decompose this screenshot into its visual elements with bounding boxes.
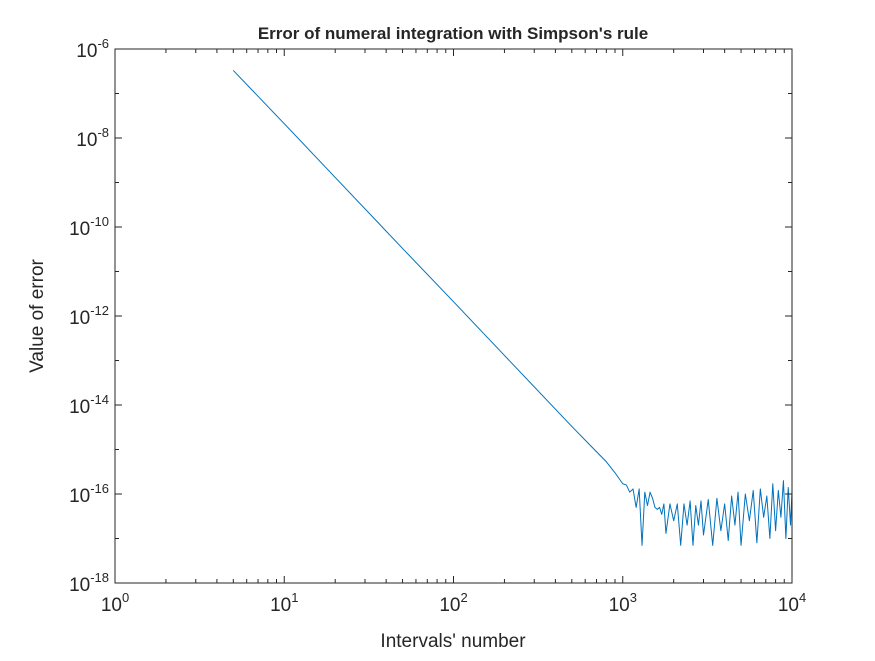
series-line-0 (232, 70, 793, 546)
x-axis-label: Intervals' number (380, 631, 526, 652)
y-tick-label: 10-10 (69, 214, 109, 240)
x-tick-label: 100 (101, 590, 129, 616)
y-tick-label: 10-12 (69, 303, 109, 329)
x-tick-label: 101 (270, 590, 298, 616)
y-tick-label: 10-14 (69, 392, 109, 418)
x-tick-label: 102 (439, 590, 467, 616)
y-tick-label: 10-18 (69, 570, 109, 596)
y-tick-label: 10-16 (69, 481, 109, 507)
x-tick-label: 104 (778, 590, 806, 616)
x-tick-label: 103 (609, 590, 637, 616)
chart-title: Error of numeral integration with Simpso… (258, 24, 648, 43)
y-axis-label: Value of error (27, 258, 48, 372)
y-tick-label: 10-6 (76, 36, 109, 62)
plot-area (115, 49, 792, 583)
y-tick-label: 10-8 (76, 125, 109, 151)
